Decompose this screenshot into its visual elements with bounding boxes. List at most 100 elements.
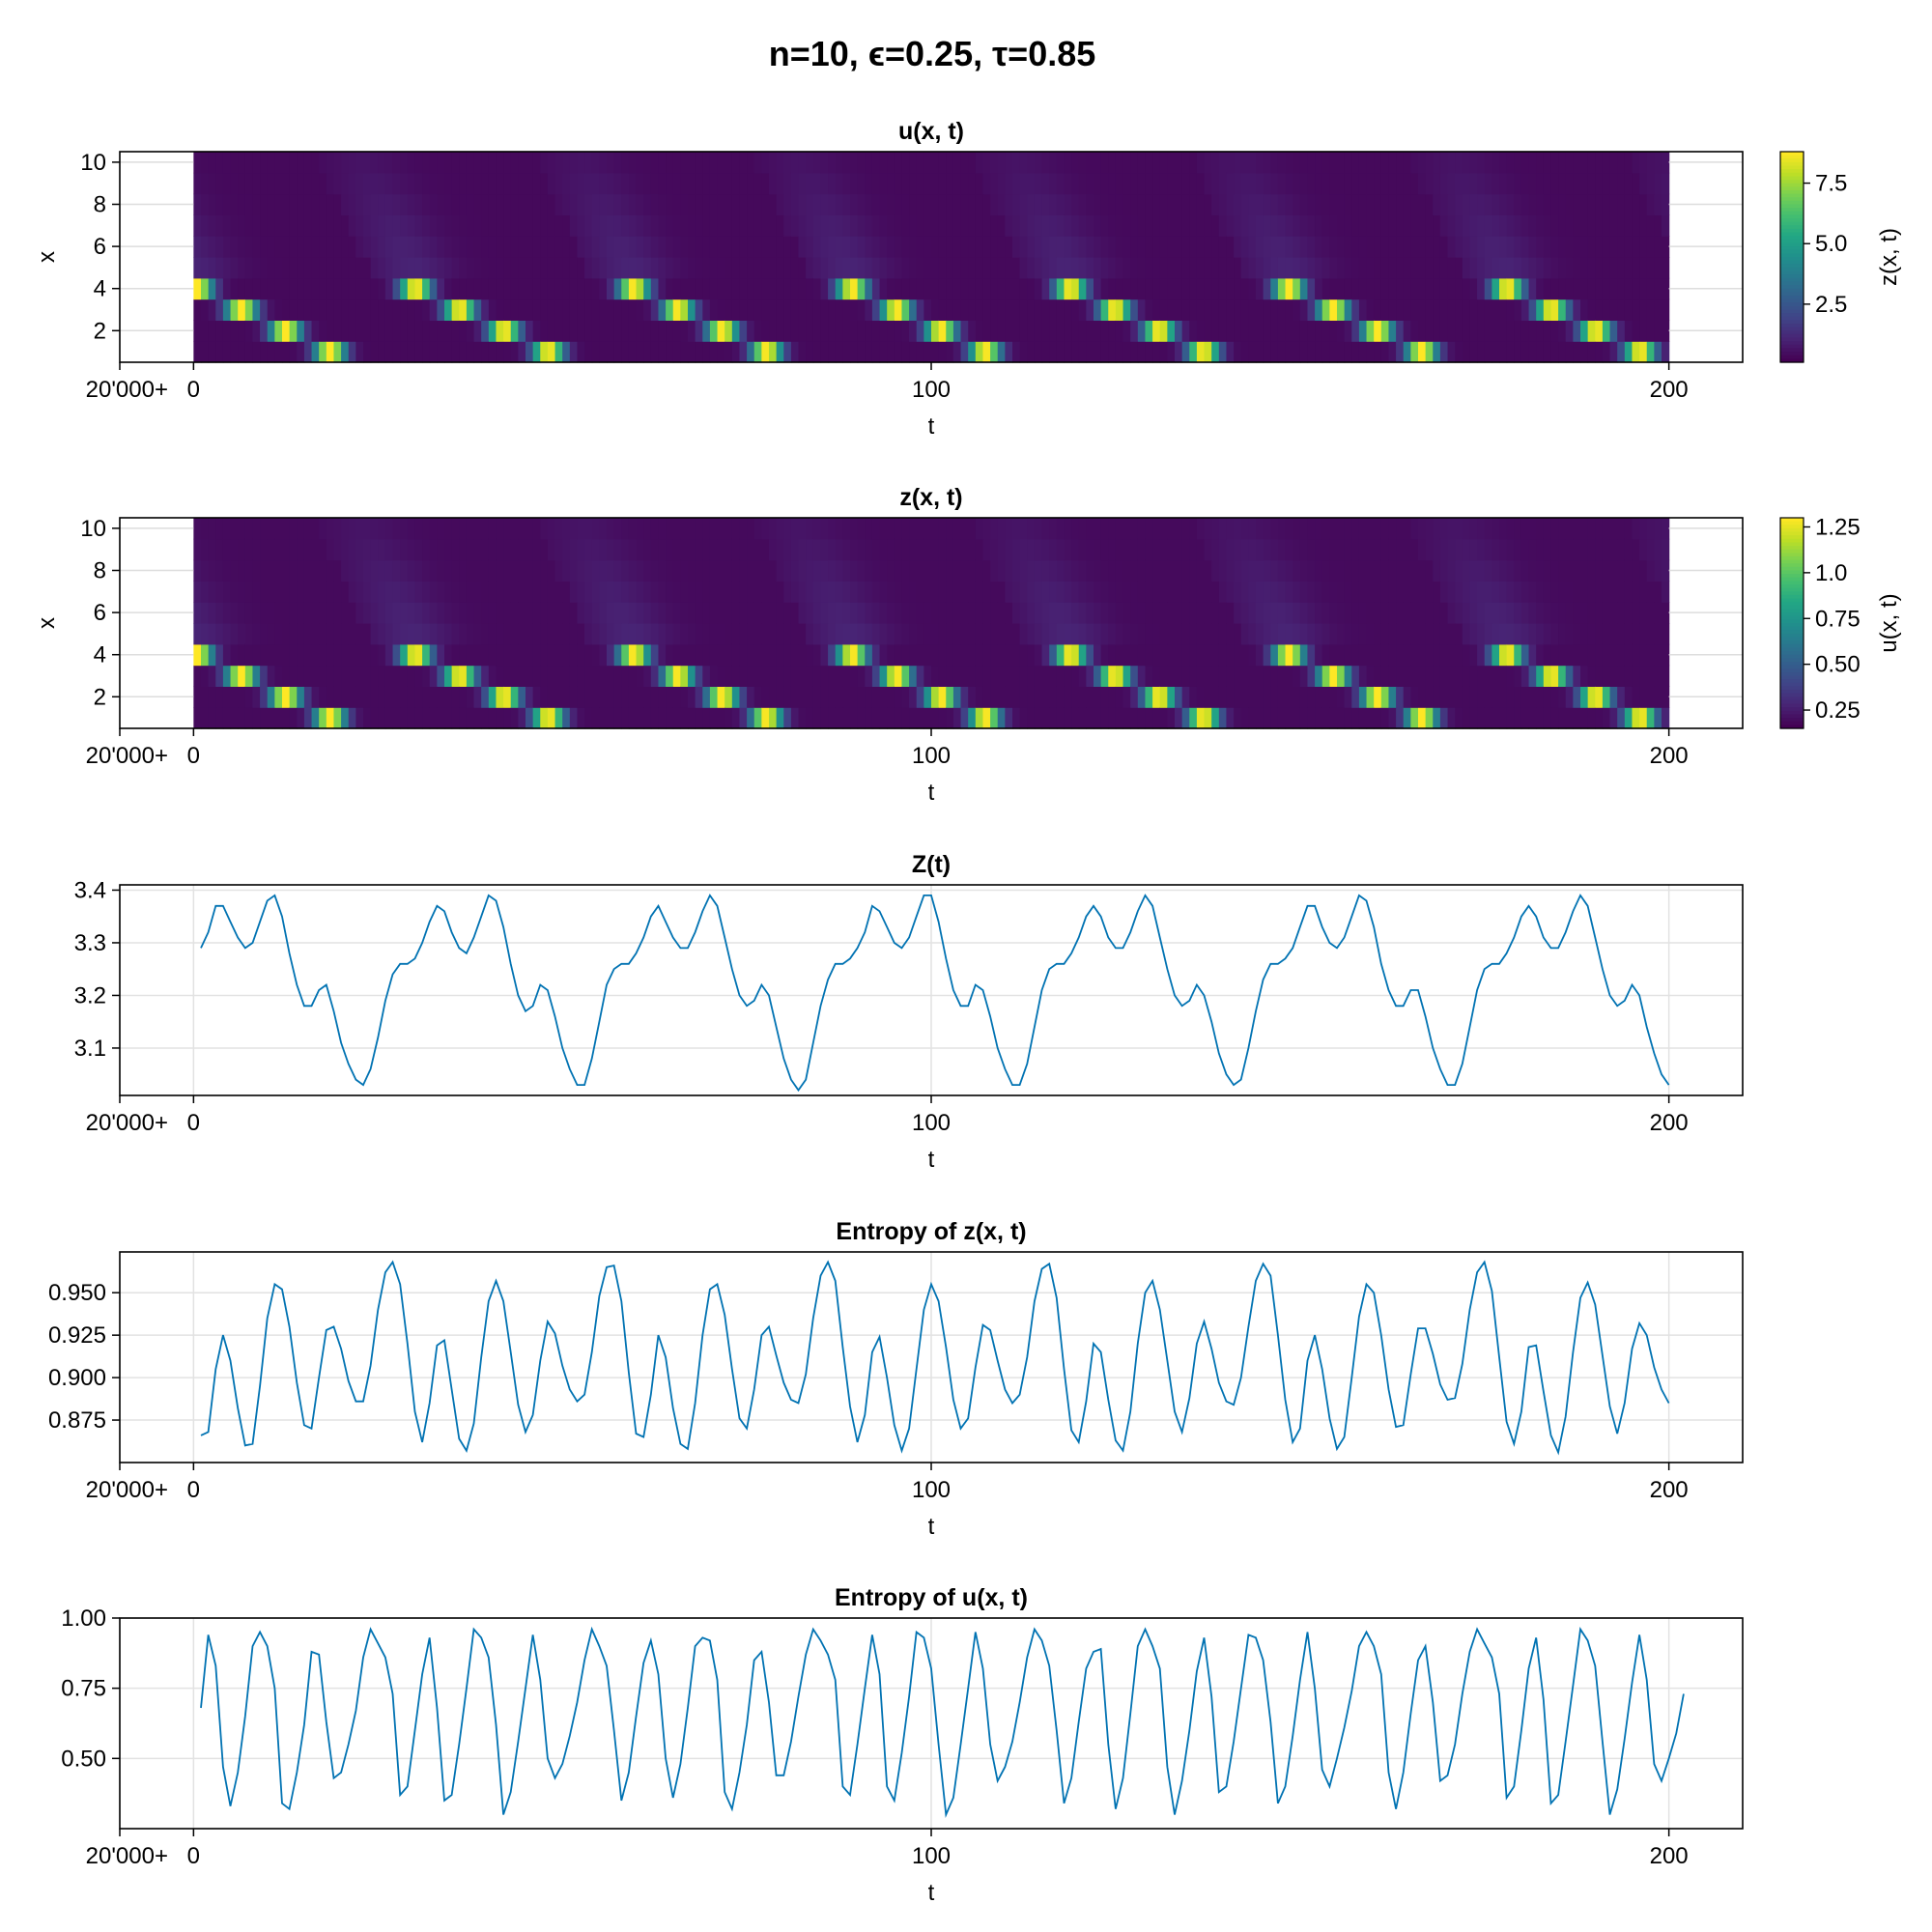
heatmap-cell — [1152, 236, 1161, 258]
heatmap-cell — [1122, 320, 1131, 342]
heatmap-cell — [1514, 341, 1522, 363]
heatmap-cell — [1041, 193, 1050, 215]
heatmap-cell — [850, 257, 859, 279]
heatmap-cell — [459, 193, 468, 215]
colorbar-tick-label: 7.5 — [1815, 171, 1847, 197]
y-tick-label: 0.950 — [48, 1280, 106, 1306]
heatmap-cell — [695, 643, 703, 667]
heatmap-cell — [1175, 257, 1183, 279]
heatmap-cell — [1064, 686, 1072, 708]
heatmap-cell — [547, 257, 556, 279]
heatmap-cell — [1403, 257, 1411, 279]
heatmap-cell — [599, 257, 608, 279]
heatmap-cell — [407, 581, 416, 603]
heatmap-cell — [1175, 686, 1183, 708]
heatmap-cell — [1115, 341, 1124, 363]
heatmap-cell — [1329, 152, 1338, 174]
heatmap-cell — [1514, 707, 1522, 729]
heatmap-cell — [1595, 257, 1604, 279]
heatmap-cell — [1425, 320, 1434, 342]
heatmap-cell — [1425, 707, 1434, 729]
heatmap-cell — [952, 707, 962, 729]
heatmap-cell — [1543, 193, 1552, 215]
heatmap-cell — [1520, 643, 1530, 667]
heatmap-cell — [400, 193, 409, 215]
heatmap-cell — [621, 665, 630, 687]
heatmap-cell — [289, 172, 298, 195]
heatmap-cell — [282, 152, 291, 174]
heatmap-cell — [370, 214, 379, 237]
heatmap-cell — [333, 602, 342, 624]
heatmap-cell — [400, 665, 409, 687]
heatmap-cell — [1374, 623, 1382, 645]
heatmap-cell — [547, 193, 556, 215]
heatmap-cell — [695, 602, 703, 624]
heatmap-cell — [303, 320, 313, 342]
heatmap-cell — [650, 581, 660, 603]
heatmap-cell — [437, 623, 445, 645]
heatmap-cell — [1366, 643, 1375, 667]
heatmap-cell — [1189, 602, 1198, 624]
heatmap-cell — [1506, 518, 1515, 540]
heatmap-cell — [1433, 602, 1441, 624]
heatmap-cell — [274, 320, 283, 342]
heatmap-cell — [496, 320, 504, 342]
heatmap-cell — [1056, 518, 1065, 540]
heatmap-cell — [392, 320, 401, 342]
heatmap-cell — [1270, 559, 1279, 582]
heatmap-cell — [753, 193, 762, 215]
heatmap-cell — [968, 341, 977, 363]
heatmap-cell — [695, 277, 703, 300]
heatmap-cell — [850, 214, 859, 237]
colorbar-segment — [1780, 257, 1804, 262]
heatmap-cell — [1388, 257, 1397, 279]
heatmap-cell — [709, 686, 719, 708]
heatmap-cell — [1078, 152, 1087, 174]
heatmap-cell — [887, 602, 895, 624]
heatmap-cell — [1410, 707, 1419, 729]
heatmap-cell — [1189, 643, 1198, 667]
heatmap-cell — [429, 236, 438, 258]
heatmap-cell — [666, 665, 674, 687]
heatmap-cell — [1447, 643, 1456, 667]
heatmap-cell — [724, 320, 733, 342]
heatmap-cell — [1520, 559, 1530, 582]
heatmap-cell — [274, 559, 283, 582]
heatmap-cell — [303, 581, 313, 603]
heatmap-cell — [909, 686, 918, 708]
heatmap-cell — [909, 665, 918, 687]
heatmap-cell — [244, 172, 254, 195]
heatmap-cell — [1152, 665, 1161, 687]
heatmap-cell — [607, 193, 615, 215]
heatmap-cell — [997, 538, 1006, 561]
heatmap-cell — [1447, 214, 1456, 237]
heatmap-cell — [422, 341, 431, 363]
heatmap-cell — [636, 257, 644, 279]
heatmap-cell — [481, 602, 490, 624]
heatmap-cell — [267, 152, 275, 174]
heatmap-cell — [1609, 707, 1618, 729]
heatmap-cell — [621, 686, 630, 708]
heatmap-cell — [303, 538, 313, 561]
heatmap-cell — [739, 341, 748, 363]
heatmap-cell — [982, 298, 991, 321]
heatmap-cell — [931, 298, 940, 321]
heatmap-cell — [607, 214, 615, 237]
heatmap-cell — [496, 643, 504, 667]
heatmap-cell — [1374, 602, 1382, 624]
heatmap-cell — [201, 298, 210, 321]
heatmap-cell — [1499, 152, 1508, 174]
heatmap-cell — [496, 193, 504, 215]
heatmap-cell — [378, 581, 386, 603]
heatmap-cell — [1256, 581, 1264, 603]
heatmap-cell — [946, 236, 954, 258]
heatmap-cell — [938, 257, 947, 279]
heatmap-cell — [1617, 341, 1626, 363]
heatmap-cell — [473, 707, 482, 729]
heatmap-cell — [628, 320, 638, 342]
heatmap-cell — [1167, 257, 1176, 279]
heatmap-cell — [1639, 320, 1648, 342]
heatmap-cell — [1380, 193, 1390, 215]
heatmap-cell — [1425, 298, 1434, 321]
colorbar-segment — [1780, 612, 1804, 617]
